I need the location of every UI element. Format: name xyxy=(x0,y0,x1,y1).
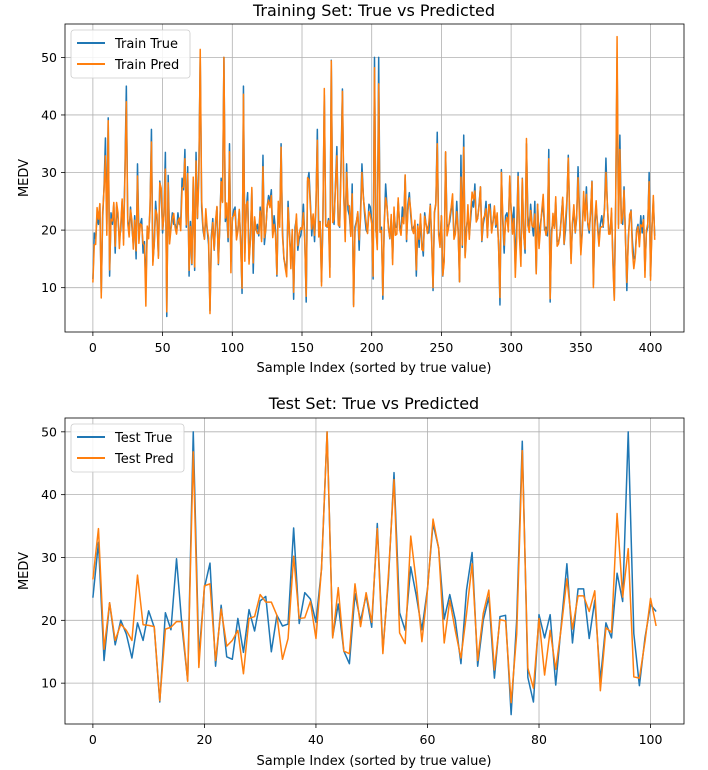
training-xticks: 0 50 100 150 200 250 300 350 400 xyxy=(89,332,663,355)
test-chart-title: Test Set: True vs Predicted xyxy=(268,394,479,413)
training-xtick-label: 150 xyxy=(290,340,314,355)
test-legend-true-label: Test True xyxy=(114,431,172,446)
test-plot-area xyxy=(64,417,685,725)
training-ytick-label: 40 xyxy=(41,107,57,122)
training-legend-pred-label: Train Pred xyxy=(114,58,179,73)
test-chart: Test Set: True vs Predicted 0 20 40 60 80 100… xyxy=(17,394,685,769)
training-plot-area xyxy=(64,23,685,333)
training-xtick-label: 50 xyxy=(155,340,171,355)
test-series xyxy=(92,431,657,716)
training-legend: Train True Train Pred xyxy=(70,29,191,79)
test-ytick-label: 20 xyxy=(41,613,57,628)
training-chart: Training Set: True vs Predicted 0 50 100 15… xyxy=(17,1,685,376)
training-xtick-label: 400 xyxy=(639,340,663,355)
training-xtick-label: 350 xyxy=(569,340,593,355)
training-series-line-pred xyxy=(92,35,656,315)
test-xtick-label: 40 xyxy=(308,732,324,747)
training-ylabel: MEDV xyxy=(17,159,32,197)
test-xtick-label: 60 xyxy=(420,732,436,747)
test-ytick-label: 50 xyxy=(41,424,57,439)
training-yticks: 10 20 30 40 50 xyxy=(41,50,65,295)
test-ytick-label: 40 xyxy=(41,487,57,502)
training-ytick-label: 10 xyxy=(41,280,57,295)
test-legend-pred-label: Test Pred xyxy=(114,452,174,467)
test-xtick-label: 20 xyxy=(196,732,212,747)
test-ylabel: MEDV xyxy=(17,552,32,590)
test-xticks: 0 20 40 60 80 100 xyxy=(89,724,663,747)
training-xtick-label: 250 xyxy=(429,340,453,355)
test-legend: Test True Test Pred xyxy=(70,423,185,473)
test-xlabel: Sample Index (sorted by true value) xyxy=(257,754,492,769)
training-chart-title: Training Set: True vs Predicted xyxy=(252,1,495,20)
test-series-line-pred xyxy=(92,431,657,704)
test-xtick-label: 80 xyxy=(531,732,547,747)
test-ytick-label: 30 xyxy=(41,550,57,565)
training-xlabel: Sample Index (sorted by true value) xyxy=(257,361,492,376)
test-xtick-label: 100 xyxy=(639,732,663,747)
training-legend-true-label: Train True xyxy=(114,37,178,52)
training-ytick-label: 50 xyxy=(41,50,57,65)
training-xtick-label: 200 xyxy=(360,340,384,355)
training-xtick-label: 100 xyxy=(220,340,244,355)
test-xtick-label: 0 xyxy=(89,732,97,747)
test-ytick-label: 10 xyxy=(41,676,57,691)
training-series xyxy=(92,35,656,318)
training-xtick-label: 0 xyxy=(89,340,97,355)
test-grid xyxy=(65,418,684,724)
training-ytick-label: 20 xyxy=(41,223,57,238)
training-xtick-label: 300 xyxy=(499,340,523,355)
test-yticks: 10 20 30 40 50 xyxy=(41,424,65,691)
training-ytick-label: 30 xyxy=(41,165,57,180)
